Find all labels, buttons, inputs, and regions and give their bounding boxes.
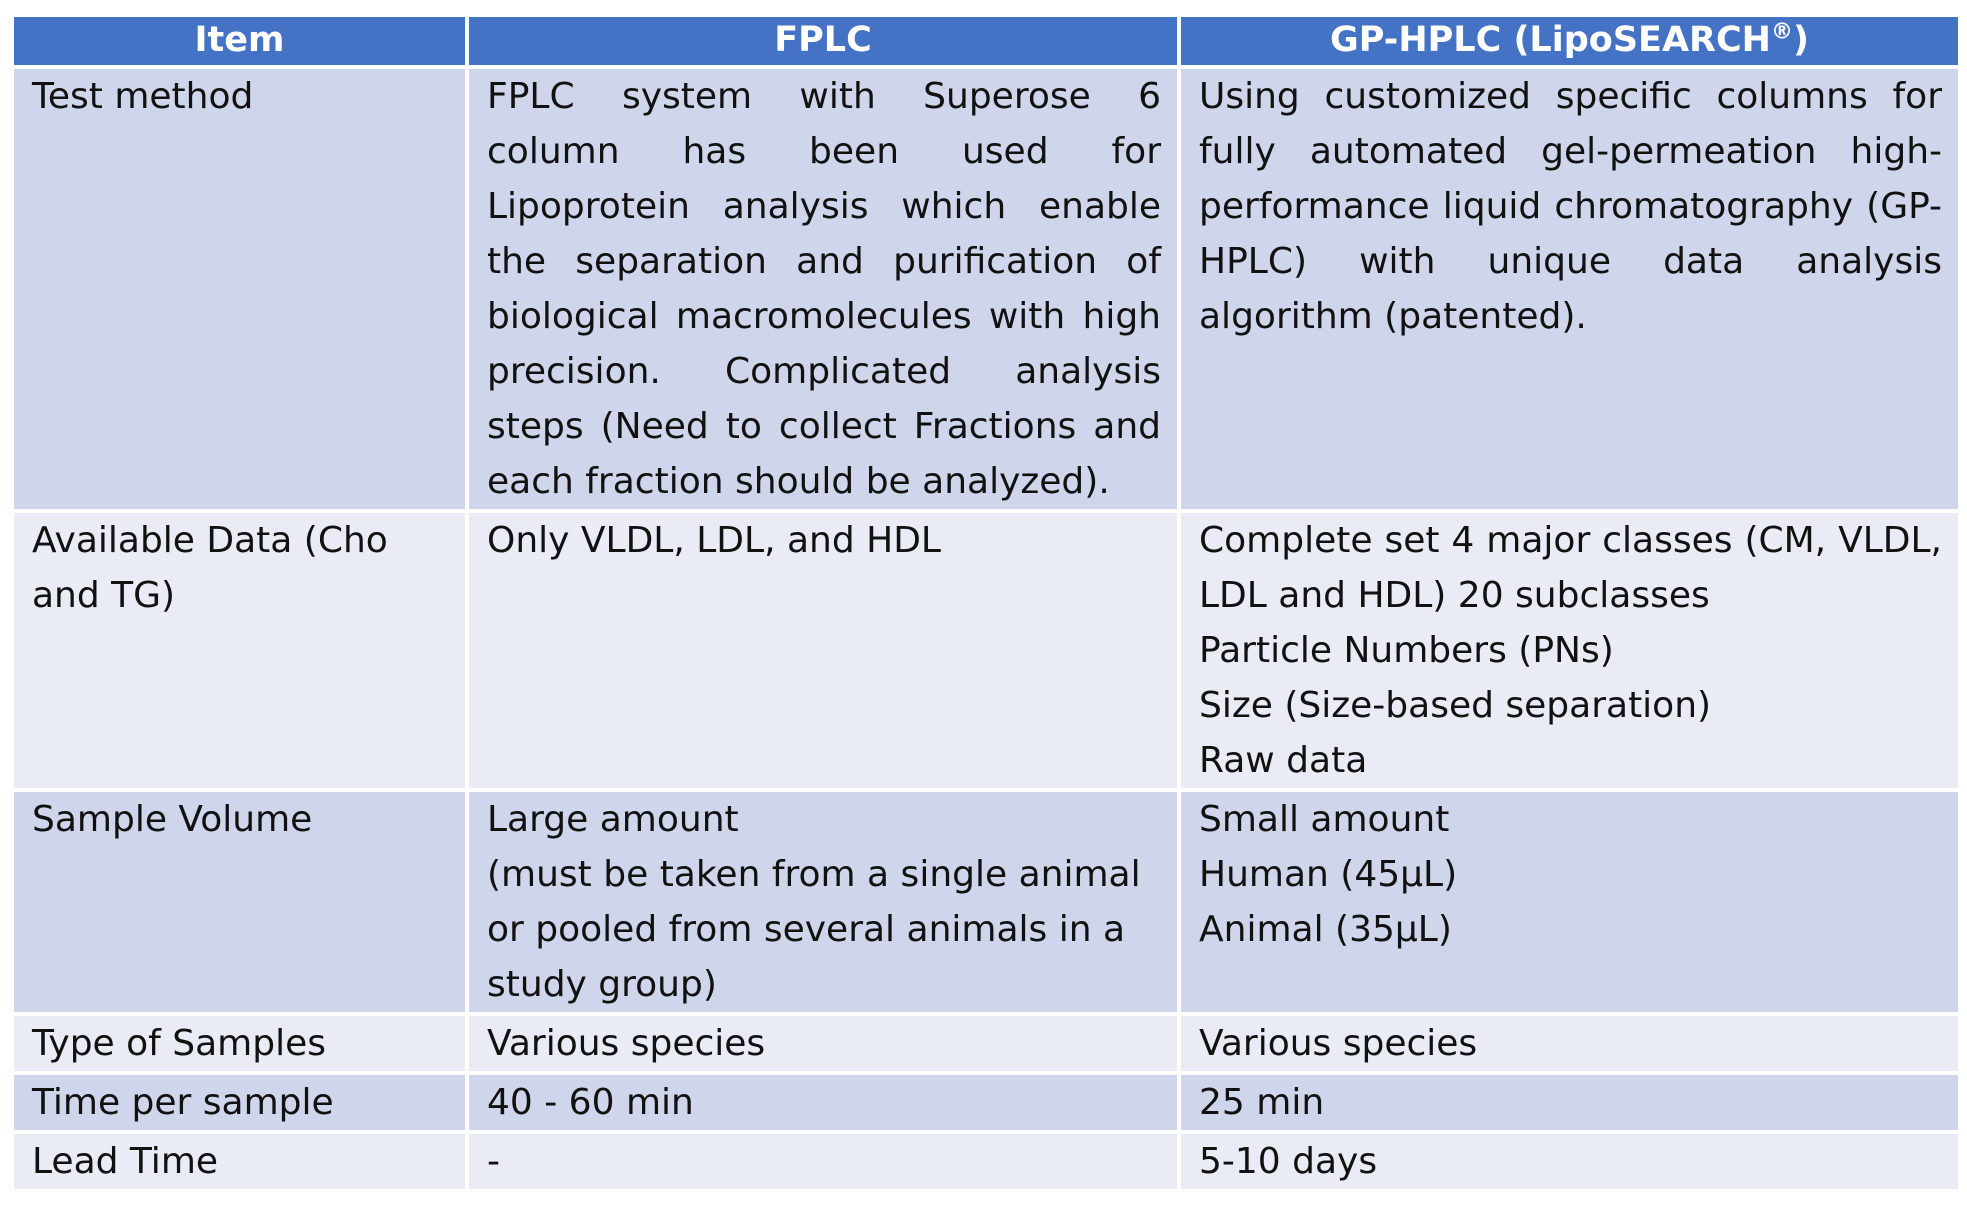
cell-gp-hplc: Small amount Human (45μL) Animal (35μL): [1177, 788, 1962, 1016]
cell-fplc: -: [465, 1130, 1181, 1193]
cell-item: Lead Time: [10, 1130, 469, 1193]
header-item: Item: [10, 13, 469, 69]
registered-mark: ®: [1770, 19, 1793, 45]
gp-hplc-line: Human (45μL): [1199, 854, 1458, 895]
table-row-sample-volume: Sample Volume Large amount (must be take…: [10, 788, 1962, 1016]
gp-hplc-line: Complete set 4 major classes (CM, VLDL, …: [1199, 520, 1942, 616]
cell-fplc: 40 - 60 min: [465, 1071, 1181, 1134]
cell-gp-hplc: Complete set 4 major classes (CM, VLDL, …: [1177, 509, 1962, 792]
cell-fplc: Only VLDL, LDL, and HDL: [465, 509, 1181, 792]
cell-item: Time per sample: [10, 1071, 469, 1134]
table-row-type-of-samples: Type of Samples Various species Various …: [10, 1012, 1962, 1075]
table-row-lead-time: Lead Time - 5-10 days: [10, 1130, 1962, 1193]
cell-fplc: Large amount (must be taken from a singl…: [465, 788, 1181, 1016]
gp-hplc-line: Raw data: [1199, 740, 1368, 781]
fplc-line: (must be taken from a single animal or p…: [487, 854, 1141, 1005]
gp-hplc-line: Size (Size-based separation): [1199, 685, 1712, 726]
cell-fplc: FPLC system with Superose 6 column has b…: [465, 65, 1181, 513]
header-row: Item FPLC GP-HPLC (LipoSEARCH®): [10, 13, 1962, 69]
header-gp-hplc-suffix: ): [1792, 20, 1809, 60]
fplc-line: Large amount: [487, 799, 739, 840]
comparison-table: Item FPLC GP-HPLC (LipoSEARCH®) Test met…: [10, 13, 1962, 1193]
cell-gp-hplc: Using customized specific columns for fu…: [1177, 65, 1962, 513]
gp-hplc-line: Particle Numbers (PNs): [1199, 630, 1614, 671]
table-row-test-method: Test method FPLC system with Superose 6 …: [10, 65, 1962, 513]
cell-item: Type of Samples: [10, 1012, 469, 1075]
cell-item: Available Data (Cho and TG): [10, 509, 469, 792]
gp-hplc-line: Small amount: [1199, 799, 1450, 840]
table-row-time-per-sample: Time per sample 40 - 60 min 25 min: [10, 1071, 1962, 1134]
table-row-available-data: Available Data (Cho and TG) Only VLDL, L…: [10, 509, 1962, 792]
header-gp-hplc-prefix: GP-HPLC (LipoSEARCH: [1330, 20, 1771, 60]
gp-hplc-line: Animal (35μL): [1199, 909, 1452, 950]
cell-fplc: Various species: [465, 1012, 1181, 1075]
cell-gp-hplc: Various species: [1177, 1012, 1962, 1075]
cell-gp-hplc: 5-10 days: [1177, 1130, 1962, 1193]
cell-gp-hplc: 25 min: [1177, 1071, 1962, 1134]
header-fplc: FPLC: [465, 13, 1181, 69]
cell-item: Test method: [10, 65, 469, 513]
cell-item: Sample Volume: [10, 788, 469, 1016]
header-gp-hplc: GP-HPLC (LipoSEARCH®): [1177, 13, 1962, 69]
